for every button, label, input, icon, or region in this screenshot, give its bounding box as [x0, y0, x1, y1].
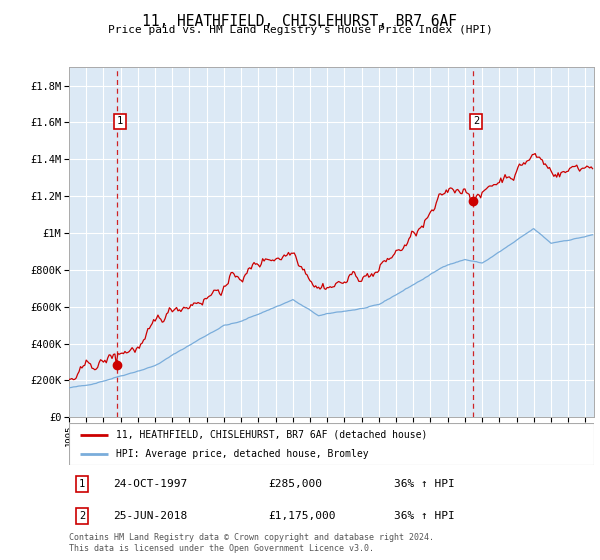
- Text: 24-OCT-1997: 24-OCT-1997: [113, 479, 188, 489]
- Text: £1,175,000: £1,175,000: [269, 511, 336, 521]
- Text: HPI: Average price, detached house, Bromley: HPI: Average price, detached house, Brom…: [116, 449, 369, 459]
- Text: 11, HEATHFIELD, CHISLEHURST, BR7 6AF (detached house): 11, HEATHFIELD, CHISLEHURST, BR7 6AF (de…: [116, 430, 428, 440]
- Text: 25-JUN-2018: 25-JUN-2018: [113, 511, 188, 521]
- Text: 11, HEATHFIELD, CHISLEHURST, BR7 6AF: 11, HEATHFIELD, CHISLEHURST, BR7 6AF: [143, 14, 458, 29]
- Text: 2: 2: [473, 116, 479, 127]
- Text: 36% ↑ HPI: 36% ↑ HPI: [395, 479, 455, 489]
- Text: Contains HM Land Registry data © Crown copyright and database right 2024.
This d: Contains HM Land Registry data © Crown c…: [69, 533, 434, 553]
- Text: 1: 1: [79, 479, 85, 489]
- Text: 1: 1: [117, 116, 123, 127]
- Text: 36% ↑ HPI: 36% ↑ HPI: [395, 511, 455, 521]
- Text: 2: 2: [79, 511, 85, 521]
- Text: Price paid vs. HM Land Registry's House Price Index (HPI): Price paid vs. HM Land Registry's House …: [107, 25, 493, 35]
- Text: £285,000: £285,000: [269, 479, 323, 489]
